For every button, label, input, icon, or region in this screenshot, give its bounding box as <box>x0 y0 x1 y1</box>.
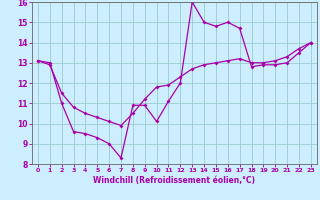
X-axis label: Windchill (Refroidissement éolien,°C): Windchill (Refroidissement éolien,°C) <box>93 176 255 185</box>
